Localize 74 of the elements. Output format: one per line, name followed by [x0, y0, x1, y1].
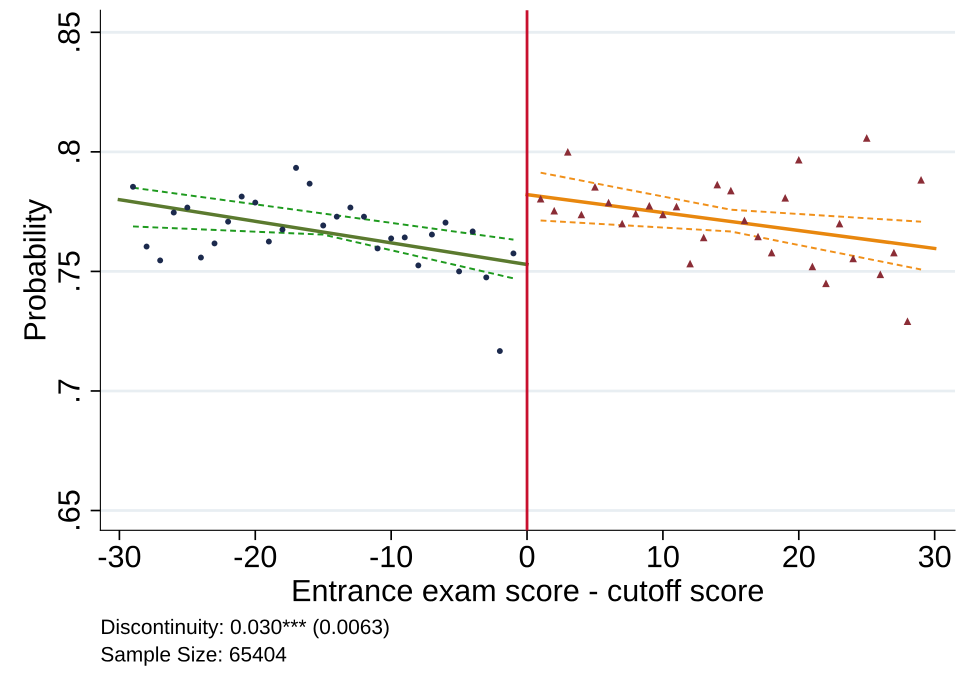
point: [550, 206, 558, 214]
y-tick-label: .7: [58, 380, 80, 401]
point: [496, 348, 503, 354]
point: [890, 248, 898, 256]
point: [130, 184, 136, 190]
point: [374, 246, 381, 252]
point: [862, 134, 871, 142]
y-tick-label: .65: [58, 490, 80, 529]
point: [347, 204, 354, 211]
point: [876, 270, 884, 278]
x-tick-label: 20: [783, 546, 815, 568]
x-tick-label: 10: [648, 546, 679, 568]
point: [686, 260, 694, 268]
point: [238, 194, 245, 200]
text: Sample Size: 65404: [101, 646, 286, 666]
x-tick-label: -10: [370, 546, 412, 568]
point: [836, 220, 844, 228]
point: [198, 254, 204, 260]
point: [849, 254, 857, 262]
point: [781, 194, 789, 202]
point: [564, 148, 572, 156]
point: [632, 210, 640, 218]
point: [483, 274, 490, 280]
point: [266, 238, 272, 244]
point: [293, 164, 299, 171]
point: [320, 222, 326, 228]
point: [212, 240, 218, 246]
y-axis-title: Probability: [23, 199, 52, 340]
point: [917, 176, 925, 184]
point: [252, 200, 258, 206]
point: [184, 204, 190, 211]
x-tick-label: -20: [234, 546, 276, 568]
point: [618, 220, 626, 228]
point: [510, 250, 516, 256]
point: [713, 180, 722, 188]
x-tick-label: 30: [918, 546, 950, 568]
point: [727, 186, 735, 194]
point: [768, 248, 776, 256]
point: [578, 210, 586, 218]
point: [428, 232, 435, 238]
point: [591, 182, 599, 191]
point: [822, 280, 830, 288]
point: [144, 244, 150, 250]
point: [170, 210, 177, 216]
y-tick-label: .75: [58, 251, 80, 290]
point: [306, 180, 313, 187]
point: [334, 214, 340, 220]
point: [470, 228, 476, 234]
point: [700, 234, 708, 242]
x-axis-title: Entrance exam score - cutoff score: [294, 579, 764, 602]
point: [388, 235, 394, 242]
x-tick-label: 0: [520, 546, 534, 568]
point: [225, 218, 232, 225]
point: [536, 194, 544, 203]
point: [808, 262, 816, 270]
point: [280, 226, 286, 233]
point: [740, 216, 748, 224]
point: [754, 232, 762, 240]
y-tick-label: .8: [58, 140, 80, 162]
point: [456, 268, 462, 274]
y-tick-label: .85: [58, 12, 80, 51]
x-tick-label: -30: [98, 546, 140, 568]
point: [157, 257, 164, 264]
point: [604, 198, 612, 206]
point: [361, 214, 367, 220]
point: [646, 202, 654, 210]
point: [672, 202, 680, 210]
point: [794, 156, 803, 164]
point: [659, 210, 667, 218]
point: [402, 234, 408, 240]
text: Discontinuity: 0.030*** (0.0063): [102, 618, 389, 638]
point: [442, 220, 448, 226]
point: [904, 317, 912, 325]
point: [415, 262, 422, 268]
